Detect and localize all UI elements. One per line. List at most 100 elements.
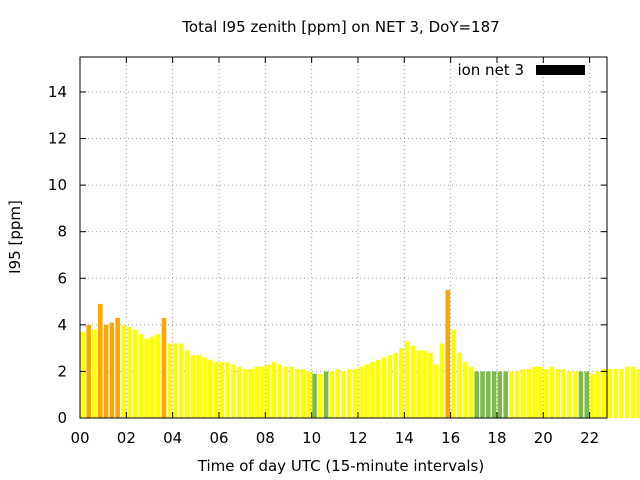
bar xyxy=(121,324,126,418)
bar xyxy=(294,369,300,418)
bar xyxy=(306,371,312,418)
bar xyxy=(126,327,132,418)
bar xyxy=(237,366,242,418)
bar xyxy=(445,289,450,418)
bar xyxy=(532,366,537,418)
bar xyxy=(497,371,503,418)
bar xyxy=(179,343,184,418)
bar xyxy=(300,369,306,418)
bar xyxy=(474,371,479,418)
legend-swatch xyxy=(536,65,585,75)
bar xyxy=(329,371,335,418)
bar xyxy=(491,371,497,418)
x-tick-label: 08 xyxy=(256,429,275,447)
y-tick-label: 14 xyxy=(48,83,67,101)
bar xyxy=(144,338,149,418)
bar xyxy=(439,343,445,418)
bar xyxy=(219,362,225,418)
chart-title: Total I95 zenith [ppm] on NET 3, DoY=187 xyxy=(181,18,499,36)
y-axis-label: I95 [ppm] xyxy=(6,200,24,274)
bar xyxy=(277,364,283,418)
x-tick-label: 10 xyxy=(302,429,321,447)
x-axis-label: Time of day UTC (15-minute intervals) xyxy=(197,457,484,475)
y-tick-label: 6 xyxy=(57,269,67,287)
bar xyxy=(480,371,485,418)
bar xyxy=(318,373,323,418)
bar xyxy=(115,317,120,418)
bar xyxy=(462,362,468,418)
bar xyxy=(242,369,248,418)
bar xyxy=(428,352,433,418)
bar xyxy=(613,369,618,418)
legend: ion net 3 xyxy=(457,61,585,79)
bar xyxy=(196,355,201,418)
bar xyxy=(248,369,254,418)
x-tick-labels: 00 02 04 06 08 10 12 14 16 18 20 22 xyxy=(70,429,599,447)
bar xyxy=(138,334,144,418)
y-tick-labels: 0 2 4 6 8 10 12 14 xyxy=(48,83,67,427)
bar xyxy=(381,357,387,418)
x-tick-label: 12 xyxy=(348,429,367,447)
bar xyxy=(526,369,532,418)
x-tick-label: 02 xyxy=(117,429,136,447)
plot-frame xyxy=(79,56,608,419)
bar xyxy=(567,371,572,418)
bar xyxy=(572,371,578,418)
bar xyxy=(601,369,607,418)
bar xyxy=(393,352,398,418)
bar xyxy=(514,371,520,418)
bar xyxy=(457,352,462,418)
x-tick-label: 00 xyxy=(70,429,89,447)
bar xyxy=(625,366,630,418)
bar xyxy=(486,371,491,418)
bar xyxy=(260,366,265,418)
bar xyxy=(619,369,624,418)
x-tick-label: 06 xyxy=(209,429,228,447)
bar xyxy=(561,369,566,418)
bar xyxy=(80,331,86,418)
bar xyxy=(555,369,561,418)
bar xyxy=(190,355,196,418)
bar xyxy=(312,373,317,418)
bar xyxy=(208,359,213,418)
y-tick-label: 12 xyxy=(48,130,67,148)
bar xyxy=(364,364,369,418)
bar xyxy=(323,371,329,418)
bar xyxy=(636,369,640,418)
y-tick-label: 10 xyxy=(48,176,67,194)
ticks xyxy=(79,57,607,419)
bar xyxy=(289,366,294,418)
bar xyxy=(254,366,259,418)
bar xyxy=(161,317,167,418)
bar xyxy=(416,350,422,418)
bar xyxy=(265,364,271,418)
bar xyxy=(404,341,410,418)
bar xyxy=(202,357,207,418)
bar xyxy=(347,369,352,418)
bar xyxy=(399,348,404,418)
y-tick-label: 0 xyxy=(57,409,67,427)
bar xyxy=(352,369,358,418)
grid-lines xyxy=(80,57,607,418)
legend-label: ion net 3 xyxy=(457,61,524,79)
bar xyxy=(503,371,508,418)
bar xyxy=(173,343,178,418)
bar xyxy=(596,371,601,418)
bar xyxy=(630,366,636,418)
bar xyxy=(213,362,219,418)
bar xyxy=(607,369,613,418)
bar xyxy=(150,336,155,418)
bar xyxy=(578,371,584,418)
bar xyxy=(155,334,161,418)
bar xyxy=(109,322,115,418)
bar xyxy=(283,366,288,418)
bar xyxy=(103,324,109,418)
bar xyxy=(468,366,474,418)
bar xyxy=(584,371,589,418)
bar xyxy=(375,359,381,418)
x-tick-label: 04 xyxy=(163,429,182,447)
bar xyxy=(271,362,277,418)
bar xyxy=(520,369,526,418)
bar xyxy=(86,324,91,418)
